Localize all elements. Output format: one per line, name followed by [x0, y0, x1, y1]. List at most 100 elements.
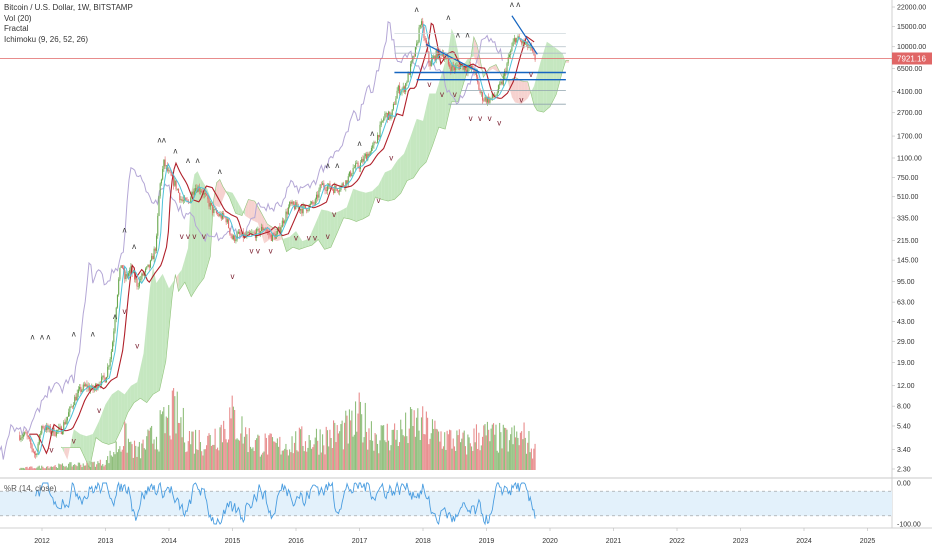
candle-body	[309, 203, 311, 205]
candle-body	[237, 231, 239, 234]
candle-body	[83, 384, 86, 386]
fractal-up-marker: ʌ	[516, 0, 520, 9]
volume-bar	[501, 448, 503, 470]
fractal-down-marker: v	[135, 342, 139, 351]
candle-body	[86, 384, 88, 388]
candle-body	[366, 154, 368, 160]
volume-bar	[257, 434, 259, 470]
candle-body	[272, 233, 274, 241]
volume-bar	[133, 440, 136, 470]
fractal-down-marker: v	[453, 90, 457, 99]
candle-body	[185, 197, 187, 200]
candle-body	[352, 168, 354, 174]
candle-body	[326, 186, 329, 191]
volume-bar	[406, 436, 408, 470]
cloud-segment	[229, 191, 233, 206]
kijun-sen	[29, 22, 535, 455]
candle-body	[500, 81, 502, 84]
oscillator-tick-label: -100.00	[897, 522, 921, 529]
candle-body	[486, 96, 489, 103]
volume-bar	[481, 436, 484, 470]
fractal-down-marker: v	[231, 272, 235, 281]
fractal-up-marker: ʌ	[510, 0, 514, 9]
cloud-segment	[426, 93, 430, 163]
legend-symbol[interactable]: Bitcoin / U.S. Dollar, 1W, BITSTAMP	[4, 3, 133, 12]
volume-bar	[203, 449, 205, 470]
candle-body	[138, 279, 140, 287]
volume-bar	[262, 452, 264, 470]
volume-bar	[329, 429, 331, 470]
legend-fractal[interactable]: Fractal	[4, 24, 29, 33]
cloud-segment	[454, 36, 458, 102]
cloud-segment	[292, 231, 296, 249]
volume-bar	[521, 431, 523, 470]
volume-bar	[484, 424, 486, 470]
candle-body	[263, 228, 265, 231]
volume-bar	[517, 437, 519, 470]
cloud-segment	[108, 394, 112, 445]
cloud-segment	[181, 258, 185, 287]
volume-bar	[331, 448, 333, 470]
cloud-segment	[537, 62, 541, 112]
volume-bar	[352, 436, 354, 470]
volume-bar	[213, 444, 215, 470]
volume-bar	[214, 428, 216, 470]
candle-body	[96, 384, 98, 390]
volume-bar	[202, 455, 204, 470]
candle-body	[27, 435, 29, 438]
volume-bar	[19, 468, 21, 470]
volume-bar	[33, 468, 35, 470]
candle-body	[103, 375, 105, 378]
candle-body	[213, 209, 215, 214]
candle-body	[164, 159, 166, 167]
candle-body	[203, 193, 205, 195]
candle-body	[282, 220, 285, 224]
candle-body	[297, 207, 299, 208]
candle-body	[179, 192, 181, 201]
fractal-up-marker: ʌ	[40, 333, 44, 342]
volume-bar	[474, 442, 476, 470]
candle-body	[33, 451, 35, 454]
candle-body	[428, 51, 430, 64]
current-price-badge	[892, 52, 932, 65]
volume-bar	[269, 433, 271, 470]
volume-bar	[306, 451, 308, 470]
fractal-up-marker: ʌ	[123, 226, 127, 235]
volume-bar	[287, 455, 289, 470]
candle-body	[223, 213, 225, 217]
volume-bar	[159, 410, 161, 470]
volume-bar	[223, 420, 225, 470]
volume-bar	[339, 431, 341, 470]
candle-body	[457, 65, 459, 67]
candle-body	[42, 426, 44, 428]
cloud-segment	[127, 385, 131, 413]
legend-volume[interactable]: Vol (20)	[4, 13, 32, 23]
volume-bar	[328, 446, 330, 470]
candle-body	[466, 70, 468, 73]
cloud-segment	[400, 153, 404, 194]
volume-bar	[472, 450, 474, 470]
candle-body	[268, 231, 270, 235]
candle-body	[436, 50, 438, 59]
candle-body	[201, 190, 203, 192]
fractal-down-marker: v	[50, 445, 54, 454]
volume-bar	[297, 451, 299, 470]
candle-body	[55, 430, 57, 436]
legend-ichimoku[interactable]: Ichimoku (9, 26, 52, 26)	[4, 34, 89, 44]
candle-body	[180, 199, 182, 201]
candle-body	[425, 40, 427, 47]
time-tick-label: 2012	[34, 538, 50, 545]
cloud-segment	[143, 320, 147, 403]
volume-bar	[315, 428, 318, 470]
oscillator-title[interactable]: %R (14, close)	[4, 484, 57, 493]
volume-bar	[68, 463, 70, 470]
volume-bar	[273, 441, 275, 470]
candle-body	[484, 97, 486, 101]
candle-body	[28, 437, 31, 439]
cloud-segment	[340, 208, 344, 226]
volume-bar	[91, 461, 93, 470]
volume-bar	[164, 433, 166, 470]
cloud-segment	[70, 429, 74, 448]
